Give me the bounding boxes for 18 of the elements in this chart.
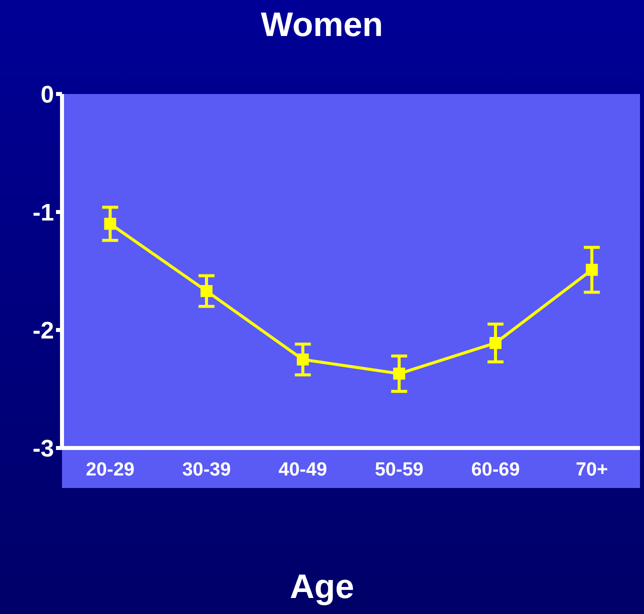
chart-title: Women: [260, 6, 384, 45]
y-tick-label: -2: [32, 318, 54, 345]
x-tick-label: 50-59: [374, 459, 424, 480]
point: [490, 336, 502, 349]
point: [393, 368, 406, 380]
point: [296, 354, 309, 366]
x-tick-label: 30-39: [182, 459, 231, 480]
x-tick-label: 40-49: [278, 459, 328, 480]
point: [200, 285, 212, 298]
x-axis-title: Age: [288, 568, 356, 607]
x-tick-label: 60-69: [471, 459, 520, 480]
x-tick-label: 20-29: [86, 459, 134, 480]
y-tick-label: -3: [32, 436, 54, 463]
point: [104, 218, 116, 230]
x-tick-label: 70+: [576, 459, 608, 480]
point: [586, 264, 598, 276]
y-tick-label: 0: [40, 82, 54, 109]
y-tick-label: -1: [32, 200, 54, 227]
